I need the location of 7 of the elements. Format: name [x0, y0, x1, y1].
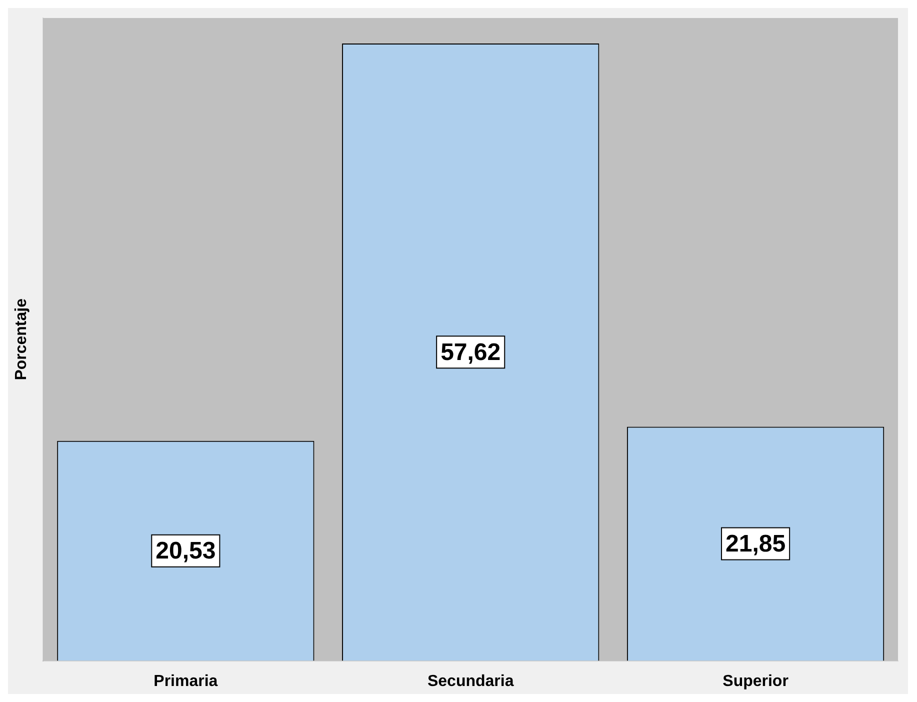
y-axis-title: Porcentaje — [13, 298, 30, 380]
data-label: 57,62 — [440, 338, 501, 366]
x-tick-label: Secundaria — [427, 672, 514, 690]
x-tick-label: Primaria — [154, 672, 218, 690]
data-label: 20,53 — [156, 537, 216, 564]
x-tick-label: Superior — [722, 672, 788, 690]
data-label: 21,85 — [726, 530, 786, 558]
